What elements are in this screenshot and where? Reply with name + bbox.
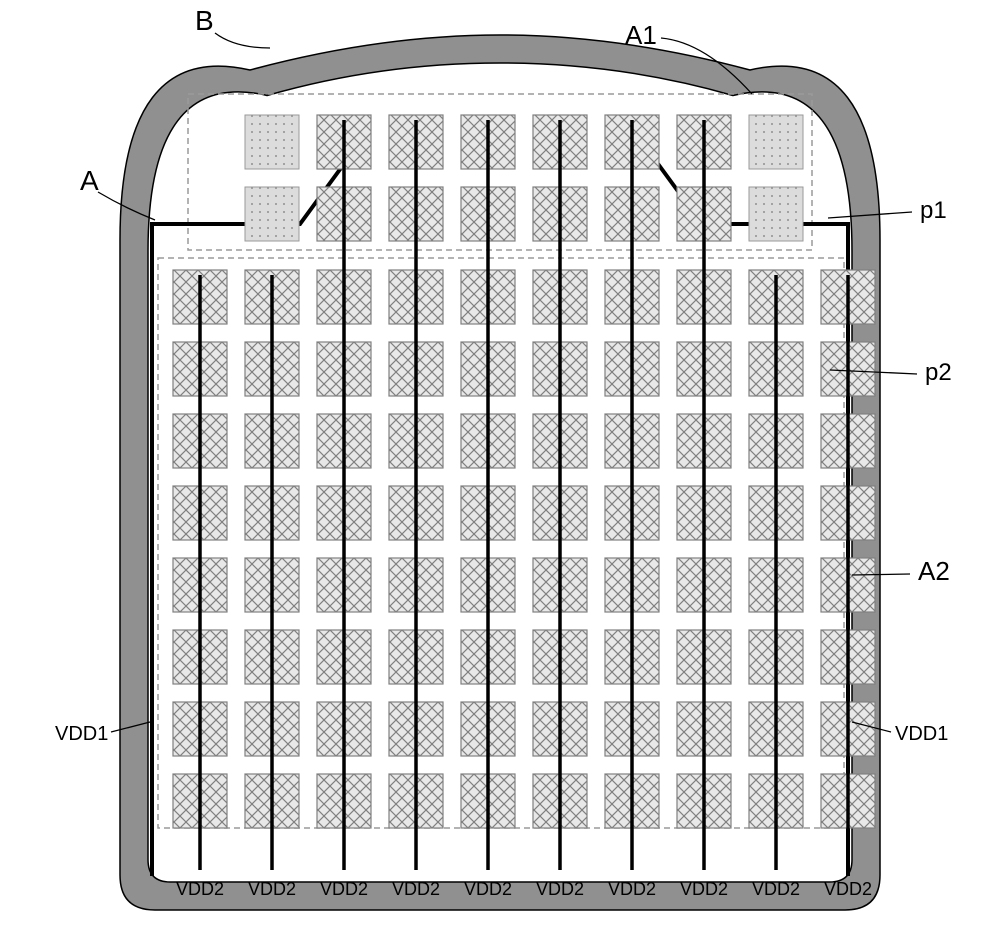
label-text: A2 [918,556,950,586]
label-text: A1 [625,20,657,50]
label-text: VDD2 [536,879,584,899]
label-text: VDD2 [176,879,224,899]
pixel-p1 [245,187,299,241]
label-text: VDD2 [680,879,728,899]
label-text: VDD2 [608,879,656,899]
label-text: VDD2 [248,879,296,899]
label-text: VDD2 [752,879,800,899]
label-text: VDD2 [392,879,440,899]
label-text: A [80,165,99,196]
label-text: p2 [925,359,952,386]
diagram-svg: B A1 Ap1 p2 A2 VDD1 VDD1 VDD2 VDD2 VDD2 VDD2 VDD2 VD… [0,0,1000,928]
diagram-container: B A1 Ap1 p2 A2 VDD1 VDD1 VDD2 VDD2 VDD2 VDD2 VDD2 VD… [0,0,1000,928]
label-text: VDD2 [824,879,872,899]
label-text: B [195,5,214,36]
pixel-p1 [749,115,803,169]
leader-line [215,33,270,48]
pixel-p1 [245,115,299,169]
label-text: VDD2 [464,879,512,899]
pixel-p1 [749,187,803,241]
label-text: p1 [920,197,947,224]
label-text: VDD1 [895,723,948,745]
label-text: VDD1 [55,723,108,745]
label-text: VDD2 [320,879,368,899]
outer-frame-inner [148,63,852,882]
